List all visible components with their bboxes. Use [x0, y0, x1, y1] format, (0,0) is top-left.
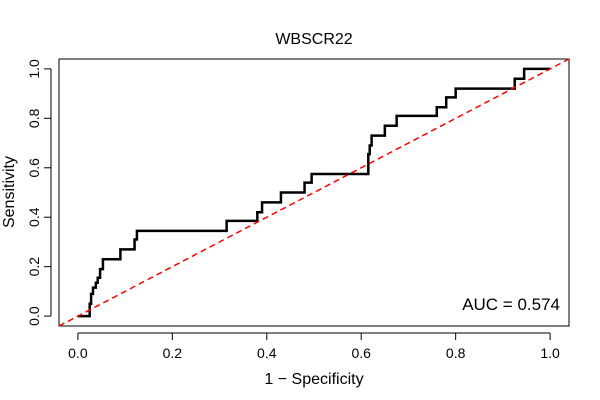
plot-frame: [58, 58, 570, 327]
plot-layer: [58, 58, 570, 327]
y-tick-label: 0.8: [26, 108, 42, 128]
x-tick-label: 0.4: [257, 345, 277, 361]
y-tick-label: 0.6: [26, 158, 42, 178]
y-tick-label: 0.2: [26, 257, 42, 277]
x-tick-label: 0.8: [446, 345, 466, 361]
x-tick-label: 0.2: [163, 345, 183, 361]
x-axis: 0.0 0.2 0.4 0.6 0.8 1.0: [68, 332, 560, 361]
x-tick-label: 1.0: [540, 345, 560, 361]
roc-curve-line: [77, 67, 551, 318]
y-tick-label: 0.4: [26, 207, 42, 227]
x-tick-label: 0.0: [68, 345, 88, 361]
y-tick-label: 1.0: [26, 59, 42, 79]
y-axis-label: Sensitivity: [1, 156, 18, 228]
reference-diagonal-line: [58, 58, 570, 327]
x-tick-label: 0.6: [351, 345, 371, 361]
y-tick-label: 0.0: [26, 306, 42, 326]
y-axis: 0.0 0.2 0.4 0.6 0.8 1.0: [26, 59, 52, 326]
chart-title: WBSCR22: [275, 31, 352, 48]
x-axis-label: 1 − Specificity: [264, 371, 363, 388]
auc-annotation: AUC = 0.574: [462, 295, 560, 314]
